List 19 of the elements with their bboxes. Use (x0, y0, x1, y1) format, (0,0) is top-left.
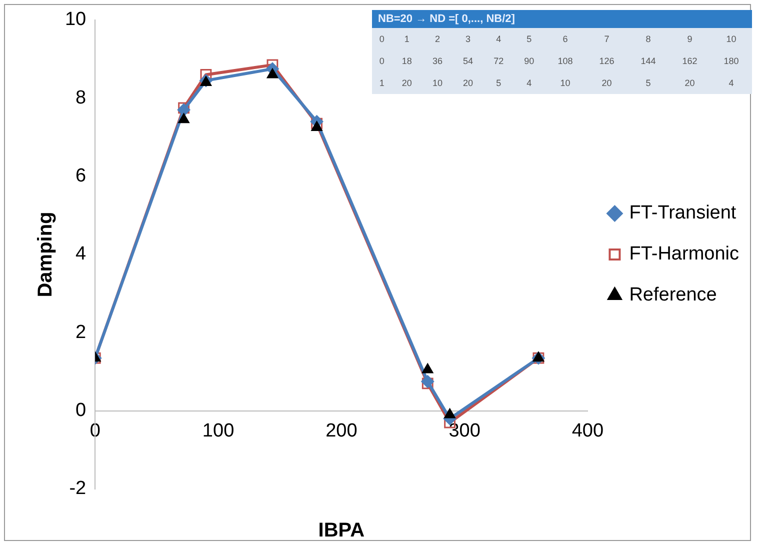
x-tick-label: 400 (572, 420, 604, 442)
y-tick-label: 6 (76, 166, 86, 187)
legend-label: Reference (629, 284, 717, 306)
x-tick-label: 0 (90, 420, 100, 442)
x-tick-label: 200 (326, 420, 358, 442)
x-tick-label: 100 (202, 420, 234, 442)
y-tick-label: -2 (69, 478, 86, 500)
annotation: NB=20 → ND =[ 0,..., NB/2] (372, 10, 752, 28)
x-tick-label: 300 (448, 420, 480, 442)
y-tick-label: 2 (76, 322, 86, 343)
y-tick-label: 8 (76, 87, 86, 108)
inset-table: NB=20 → ND =[ 0,..., NB/2] 0 1 2 3 4 5 6 7 8 9 10 0 18 36 54 72 90 108 126 144 162 180 1 20 10 20 5 4 10 20 5 20 4 (372, 10, 752, 94)
x-axis-title: IBPA (318, 520, 365, 542)
y-tick-label: 10 (64, 9, 86, 30)
legend-label: FT-Transient (629, 202, 737, 224)
legend-label: FT-Harmonic (629, 244, 740, 265)
y-axis-title: Damping (34, 212, 57, 298)
y-tick-label: 4 (76, 244, 87, 265)
y-tick-label: 0 (76, 400, 86, 422)
